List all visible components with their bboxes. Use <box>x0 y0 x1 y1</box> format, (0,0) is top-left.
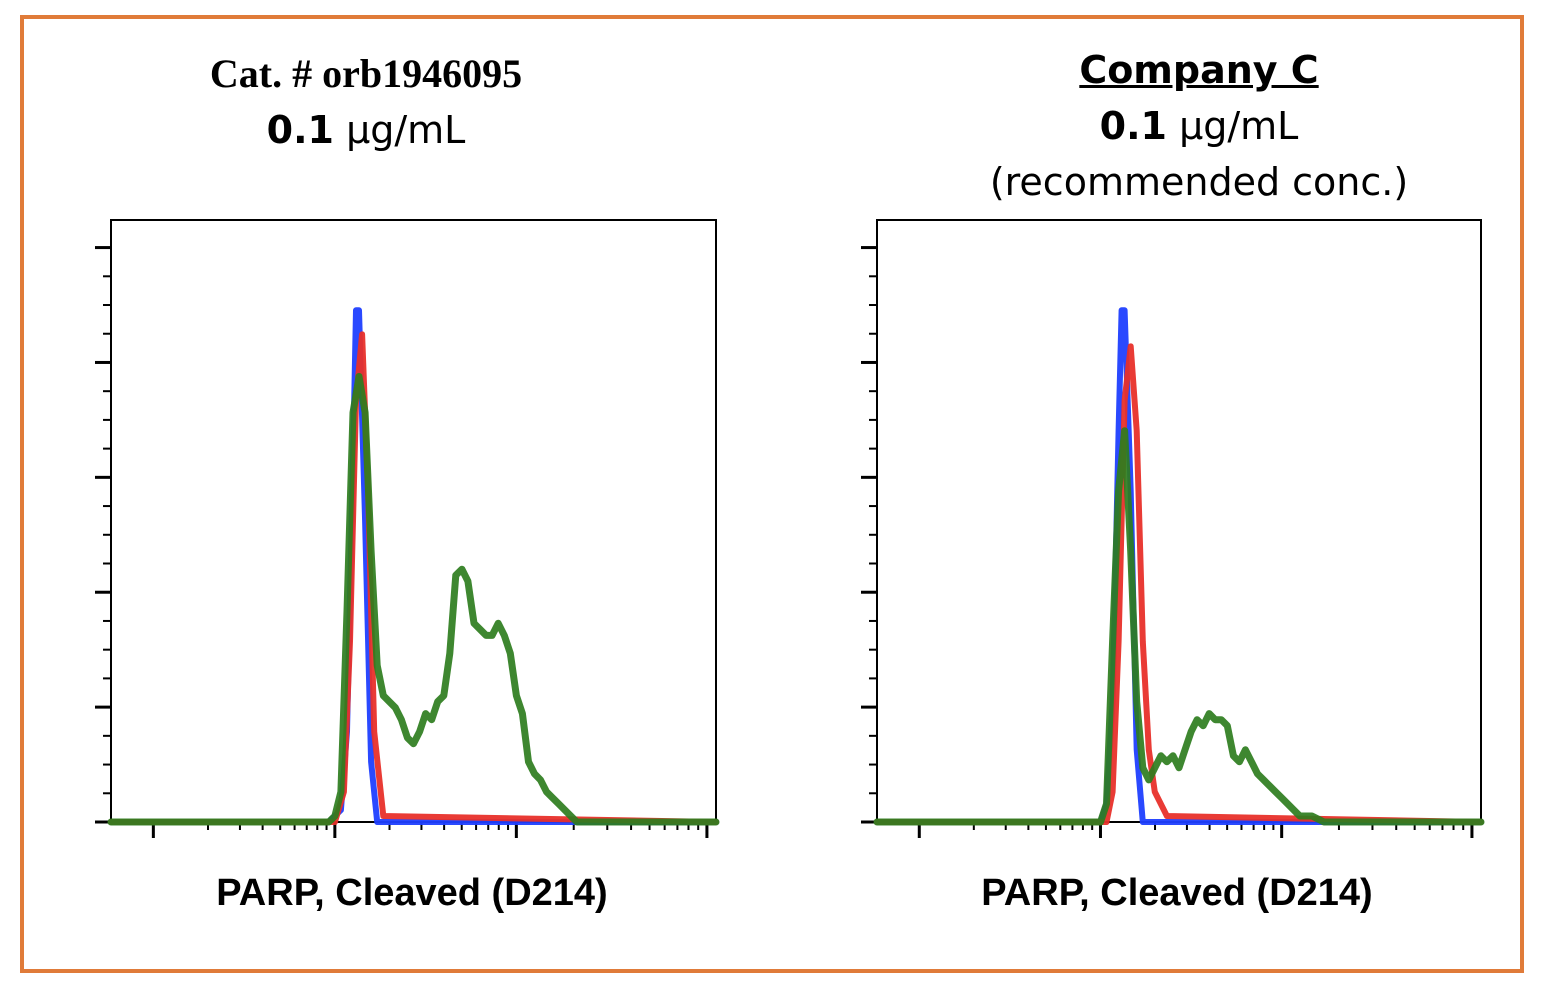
panel1-title: Cat. # orb1946095 0.1 µg/mL <box>66 46 666 158</box>
panel1-concentration: 0.1 µg/mL <box>66 102 666 158</box>
panel2-conc-unit: µg/mL <box>1179 104 1299 148</box>
panel1-x-axis-label: PARP, Cleaved (D214) <box>216 872 608 914</box>
histogram-series-1 <box>874 343 1484 825</box>
histogram-series-2 <box>107 373 720 826</box>
panel2-concentration: 0.1 µg/mL <box>899 98 1499 154</box>
panel2-company-label: Company C <box>1079 48 1319 92</box>
plot-area-border <box>876 219 1482 823</box>
histogram-series-0 <box>874 307 1484 825</box>
histogram-series-2 <box>873 427 1485 826</box>
figure-frame <box>20 15 1524 973</box>
panel2-conc-value: 0.1 <box>1099 104 1167 148</box>
panel1-catalog-label: Cat. # orb1946095 <box>209 51 523 96</box>
panel2-title: Company C 0.1 µg/mL (recommended conc.) <box>899 42 1499 210</box>
histogram-series-1 <box>108 331 719 825</box>
histogram-panel-2 <box>861 219 1485 838</box>
histogram-panel-1 <box>95 219 720 838</box>
plot-area-border <box>110 219 717 823</box>
panel1-conc-unit: µg/mL <box>346 108 466 152</box>
panel1-conc-value: 0.1 <box>266 108 334 152</box>
panel2-x-axis-label: PARP, Cleaved (D214) <box>981 872 1373 914</box>
panel2-note: (recommended conc.) <box>989 160 1409 204</box>
